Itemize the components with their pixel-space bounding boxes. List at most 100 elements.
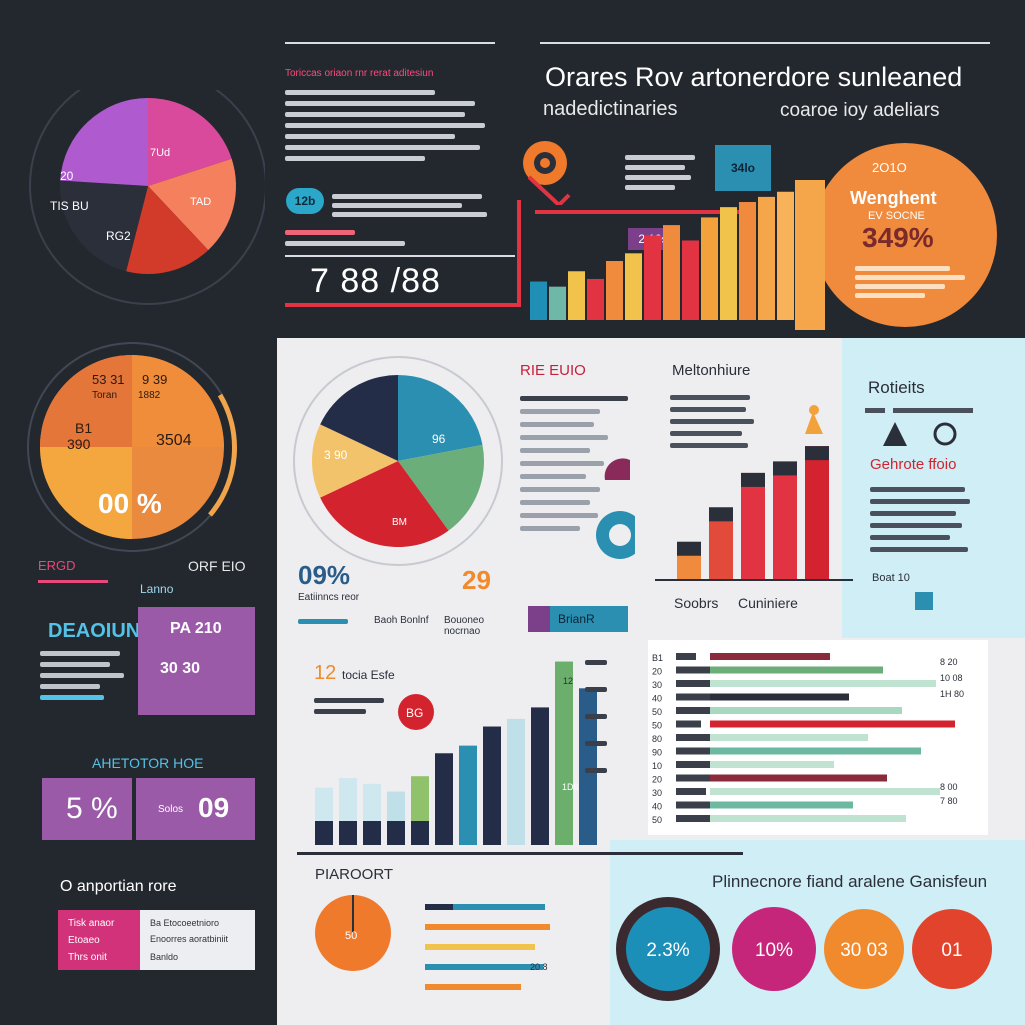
gantt-row-lead	[676, 680, 710, 687]
caption-red-underline	[38, 580, 108, 583]
pie-slice	[126, 186, 209, 274]
gantt-right-3: 1H 80	[940, 689, 965, 699]
target-icon	[523, 141, 571, 205]
gantt-row-label: 40	[652, 694, 662, 704]
rie-footer-accent	[528, 606, 550, 632]
gantt-row-bar	[710, 666, 883, 674]
gantt-right-2: 10 08	[940, 673, 963, 683]
red-connector-vertical	[517, 200, 521, 307]
circle-top-label-1: 53 31	[92, 372, 125, 387]
gantt-row-lead	[676, 734, 738, 741]
cyan-badge: 12b	[286, 188, 324, 214]
mid-bar	[773, 461, 797, 580]
caption-red: ERGD	[38, 558, 76, 573]
gantt-row-bar	[710, 801, 853, 809]
bottom-orange-circle: 50	[315, 895, 391, 971]
pie-slice	[148, 158, 236, 251]
white-row-3: Banldo	[150, 952, 179, 962]
caption-small: Lanno	[140, 582, 174, 596]
lower-bar	[579, 688, 597, 845]
top-bar-chart	[530, 191, 794, 320]
pie-slice	[320, 375, 398, 461]
gantt-row-label: 90	[652, 748, 662, 758]
pie1-label-5: TAD	[190, 196, 211, 208]
mid-bar-footer-left: Soobrs	[674, 595, 719, 611]
stat-box-right	[136, 778, 255, 840]
mid-bar-cap	[805, 446, 829, 461]
gantt-row-lead	[676, 747, 715, 755]
red-connector-top	[535, 210, 750, 214]
gantt-row-lead	[676, 707, 724, 714]
right-small: Boat 10	[872, 572, 910, 584]
gantt-right-5: 7 80	[940, 796, 958, 806]
pie-slice	[312, 424, 398, 498]
center-percent-left: 09%	[298, 560, 351, 590]
top-bar	[758, 196, 775, 320]
pie-slice	[148, 98, 232, 186]
center-legend-1: Eatiinncs reor	[298, 592, 360, 603]
mid-bar-cap	[677, 541, 701, 556]
lower-badge-text: BG	[406, 706, 423, 720]
bottom-white-box	[140, 910, 255, 970]
subtitle-right: coaroe ioy adeliars	[780, 100, 940, 121]
white-row-2: Enoorres aoratbiniit	[150, 934, 229, 944]
page-title: Orares Rov artonerdore sunleaned	[545, 62, 963, 92]
pie1-label-3: RG2	[106, 229, 131, 243]
right-panel-icons	[865, 408, 973, 446]
gantt-row-label: 30	[652, 788, 662, 798]
subtitle-left: nadedictinaries	[543, 98, 678, 120]
top-bar	[549, 286, 566, 320]
gantt-row-label: B1	[652, 653, 663, 663]
mid-bar	[805, 446, 829, 580]
center-legend-3: Bouoneo nocrnao	[444, 615, 485, 637]
lower-bar	[507, 718, 525, 845]
gantt-row-bar	[710, 680, 936, 687]
circle-mid-label-3: 3504	[156, 432, 192, 449]
purple-box	[138, 607, 255, 715]
lower-bar-base	[435, 821, 453, 845]
gantt-row-bar	[710, 734, 868, 741]
center-percent-right: 29	[462, 565, 491, 595]
gantt-row-label: 50	[652, 721, 662, 731]
pink-row-3: Thrs onit	[68, 952, 107, 963]
pie2-label-3: BM	[392, 517, 407, 528]
weight-subtitle: EV SOCNE	[868, 210, 925, 222]
badge-text-lines	[332, 190, 492, 221]
pink-row-1: Tisk anaor	[68, 918, 115, 929]
left-circle-chart	[27, 342, 237, 552]
big-number: 7 88 /88	[310, 262, 441, 300]
lower-sub-label: tocia Esfe	[342, 668, 395, 682]
bottom-stat-value: 2.3%	[646, 940, 689, 961]
gantt-row-bar	[710, 693, 849, 701]
pie1-label-4: 7Ud	[150, 147, 170, 159]
top-bar	[739, 202, 756, 320]
top-bar	[720, 207, 737, 320]
gantt-row-bar	[710, 747, 921, 755]
lower-bar-base	[363, 821, 381, 845]
orange-circle-panel	[795, 143, 997, 330]
top-bar	[663, 225, 680, 320]
lower-top-tick: 12	[563, 676, 573, 686]
stat-right: 09	[198, 792, 230, 823]
mid-bar-footer-right: Cuniniere	[738, 595, 798, 611]
bottom-stat-circle: 10%	[732, 907, 816, 991]
lower-bar	[459, 745, 477, 845]
teal-badge: 34lo	[715, 145, 771, 191]
circle-top-label-2: 9 39	[142, 372, 168, 387]
rie-list	[520, 390, 630, 630]
bottom-stat-value: 30 03	[840, 940, 888, 961]
top-bar	[606, 261, 623, 320]
right-heading-1: Rotieits	[868, 378, 925, 397]
pie-slice	[320, 461, 449, 547]
bottom-bar-value: 20 8	[530, 962, 548, 972]
lower-baseline	[297, 852, 743, 855]
rie-footer: BrianR	[558, 612, 595, 626]
heading-blue: AHETOTOR HOE	[92, 755, 204, 771]
right-heading-2: Gehrote ffoio	[870, 456, 957, 473]
stat-box-left	[42, 778, 132, 840]
circle-mid-label-2: 390	[67, 436, 91, 452]
weight-year: 2O1O	[872, 160, 907, 175]
top-bar	[587, 278, 604, 320]
bottom-stat-value: 01	[941, 940, 962, 961]
pie1-label-1: 20	[60, 169, 74, 183]
